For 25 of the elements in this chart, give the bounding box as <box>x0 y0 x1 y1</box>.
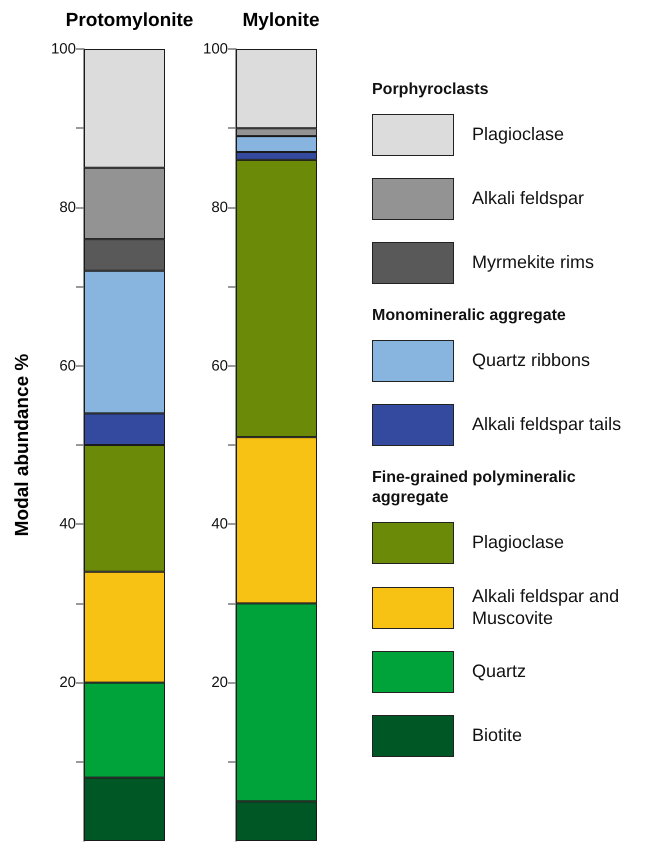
legend-label: Alkali feldspar tails <box>472 414 622 436</box>
y-tick-label: 80 <box>59 198 76 216</box>
chart-title: Mylonite <box>242 10 320 31</box>
y-tick-label: 60 <box>59 357 76 374</box>
y-tick-label: 20 <box>211 674 228 692</box>
y-tick-label: 80 <box>211 198 228 216</box>
y-tick-label: 60 <box>211 357 228 374</box>
y-tick-label: 100 <box>50 40 76 58</box>
text: Monomineralic aggregate <box>372 306 567 326</box>
legend-label: Quartz ribbons <box>472 350 590 372</box>
legend-label: Alkali feldspar <box>472 188 584 210</box>
text: Fine-grained polymineralic aggregate <box>372 468 577 508</box>
legend-label: Plagioclase <box>472 532 564 554</box>
text: Porphyroclasts <box>372 80 490 100</box>
y-tick-label: 40 <box>59 516 76 533</box>
legend-label: Quartz <box>472 661 526 683</box>
legend-label: Biotite <box>472 725 522 747</box>
y-tick-label: 40 <box>211 516 228 533</box>
y-tick-label: 100 <box>202 40 228 58</box>
legend-label: Alkali feldspar and Muscovite <box>472 586 620 630</box>
chart-title: Protomylonite <box>66 10 194 31</box>
y-axis-title: Modal abundance % <box>12 354 33 536</box>
legend-label: Plagioclase <box>472 124 564 146</box>
legend-label: Myrmekite rims <box>472 252 594 274</box>
y-tick-label: 20 <box>59 674 76 692</box>
